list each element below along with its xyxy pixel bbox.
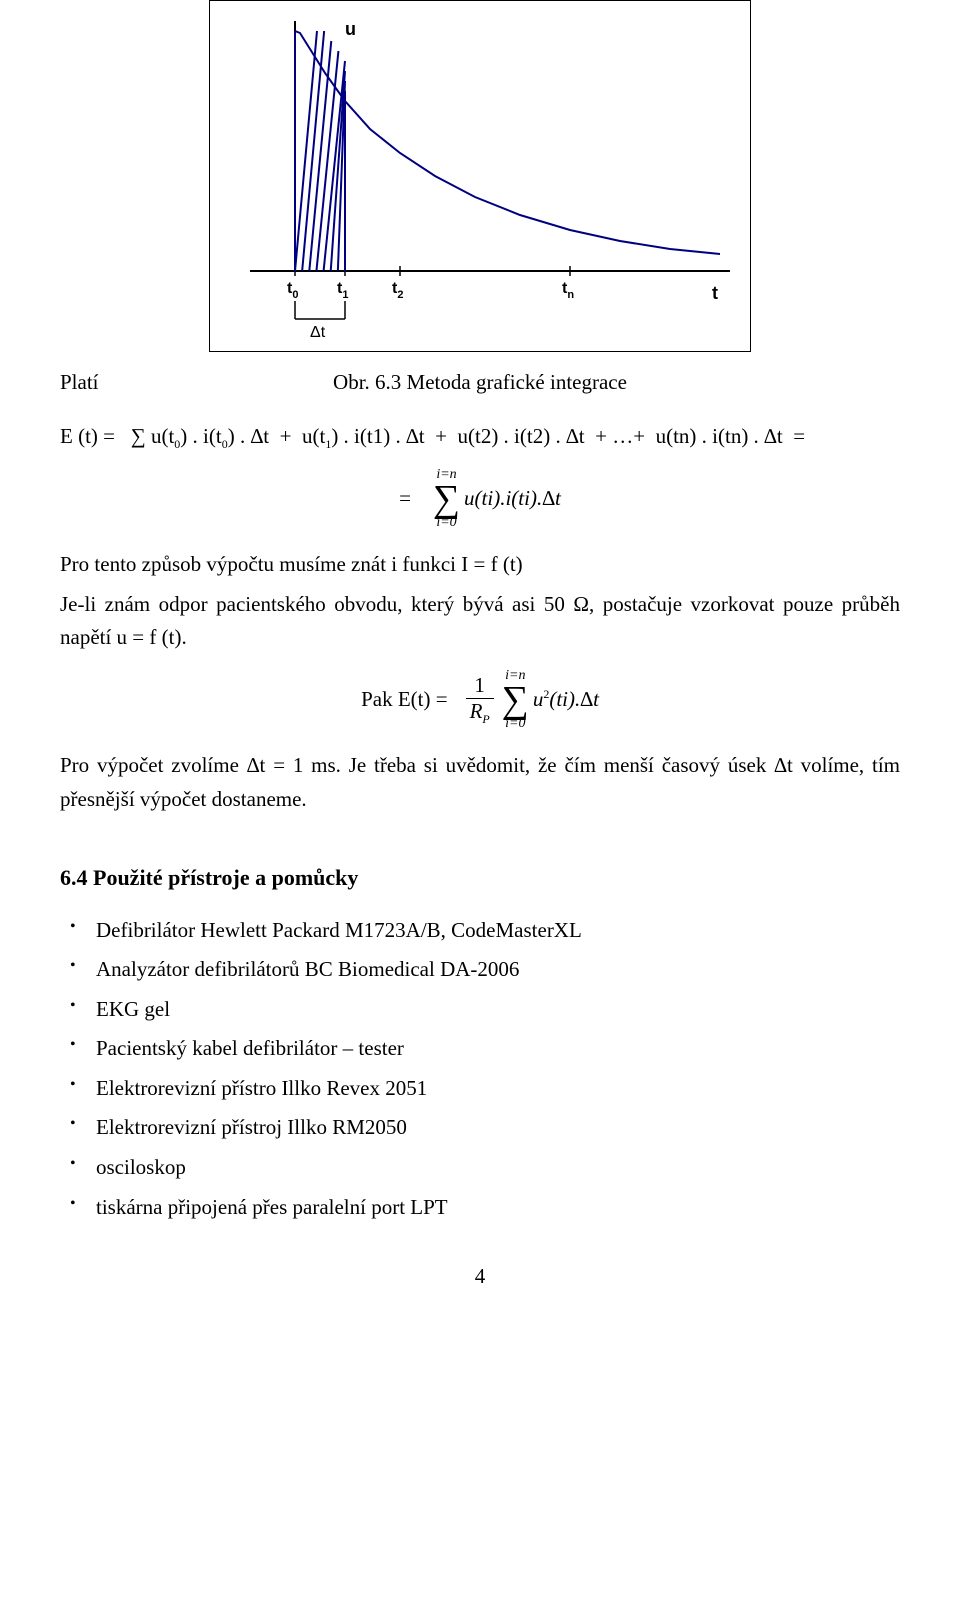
list-item: Elektrorevizní přístro Illko Revex 2051 bbox=[70, 1072, 900, 1106]
svg-text:Δt: Δt bbox=[310, 324, 326, 341]
paragraph-3: Pro výpočet zvolíme ∆t = 1 ms. Je třeba … bbox=[60, 749, 900, 816]
svg-text:t1: t1 bbox=[337, 280, 348, 301]
eq3-prefix: Pak E(t) = bbox=[361, 683, 448, 717]
summation-symbol-2: i=n ∑ i=0 bbox=[502, 669, 529, 731]
eq3-frac-den-P: P bbox=[482, 712, 489, 726]
summation-symbol: i=n ∑ i=0 bbox=[433, 468, 460, 530]
equation-1: E (t) = ∑ u(t0) . i(t0) . ∆t + u(t1) . i… bbox=[60, 420, 900, 454]
equation-3: Pak E(t) = 1 RP i=n ∑ i=0 u2(ti).∆t bbox=[60, 669, 900, 731]
paragraph-2: Je-li znám odpor pacientského obvodu, kt… bbox=[60, 588, 900, 655]
paragraph-1: Pro tento způsob výpočtu musíme znát i f… bbox=[60, 548, 900, 582]
list-item: Pacientský kabel defibrilátor – tester bbox=[70, 1032, 900, 1066]
svg-text:t0: t0 bbox=[287, 280, 298, 301]
figure-container: u t t0 t1 t2 tn Δt bbox=[60, 0, 900, 352]
eq1-text: E (t) = ∑ u(t0) . i(t0) . ∆t + u(t1) . i… bbox=[60, 424, 805, 448]
list-item: Elektrorevizní přístroj Illko RM2050 bbox=[70, 1111, 900, 1145]
figure-caption: Obr. 6.3 Metoda grafické integrace bbox=[211, 366, 749, 400]
eq2-equals: = bbox=[399, 482, 411, 516]
plati-label: Platí bbox=[60, 366, 211, 400]
eq3-sum-bot: i=0 bbox=[505, 717, 525, 731]
list-item: Defibrilátor Hewlett Packard M1723A/B, C… bbox=[70, 914, 900, 948]
svg-text:u: u bbox=[345, 19, 356, 39]
list-item: tiskárna připojená přes paralelní port L… bbox=[70, 1191, 900, 1225]
equation-2: = i=n ∑ i=0 u(ti).i(ti).∆t bbox=[60, 468, 900, 530]
page-number: 4 bbox=[60, 1260, 900, 1294]
eq2-body: u(ti).i(ti).∆t bbox=[464, 482, 561, 516]
section-heading: 6.4 Použité přístroje a pomůcky bbox=[60, 860, 900, 895]
eq3-u: u bbox=[533, 687, 544, 711]
eq3-tail: (ti).∆t bbox=[549, 687, 599, 711]
integration-figure: u t t0 t1 t2 tn Δt bbox=[209, 0, 751, 352]
eq3-frac-num: 1 bbox=[470, 675, 489, 698]
list-item: Analyzátor defibrilátorů BC Biomedical D… bbox=[70, 953, 900, 987]
list-item: osciloskop bbox=[70, 1151, 900, 1185]
equipment-list: Defibrilátor Hewlett Packard M1723A/B, C… bbox=[70, 914, 900, 1225]
fraction: 1 RP bbox=[466, 675, 494, 725]
svg-text:tn: tn bbox=[562, 280, 574, 301]
document-page: u t t0 t1 t2 tn Δt Platí Obr. 6.3 Metoda grafi… bbox=[0, 0, 960, 1334]
eq2-sum-bot: i=0 bbox=[436, 516, 456, 530]
svg-text:t: t bbox=[712, 283, 718, 303]
svg-text:t2: t2 bbox=[392, 280, 403, 301]
eq3-frac-den-R: R bbox=[470, 699, 483, 723]
list-item: EKG gel bbox=[70, 993, 900, 1027]
